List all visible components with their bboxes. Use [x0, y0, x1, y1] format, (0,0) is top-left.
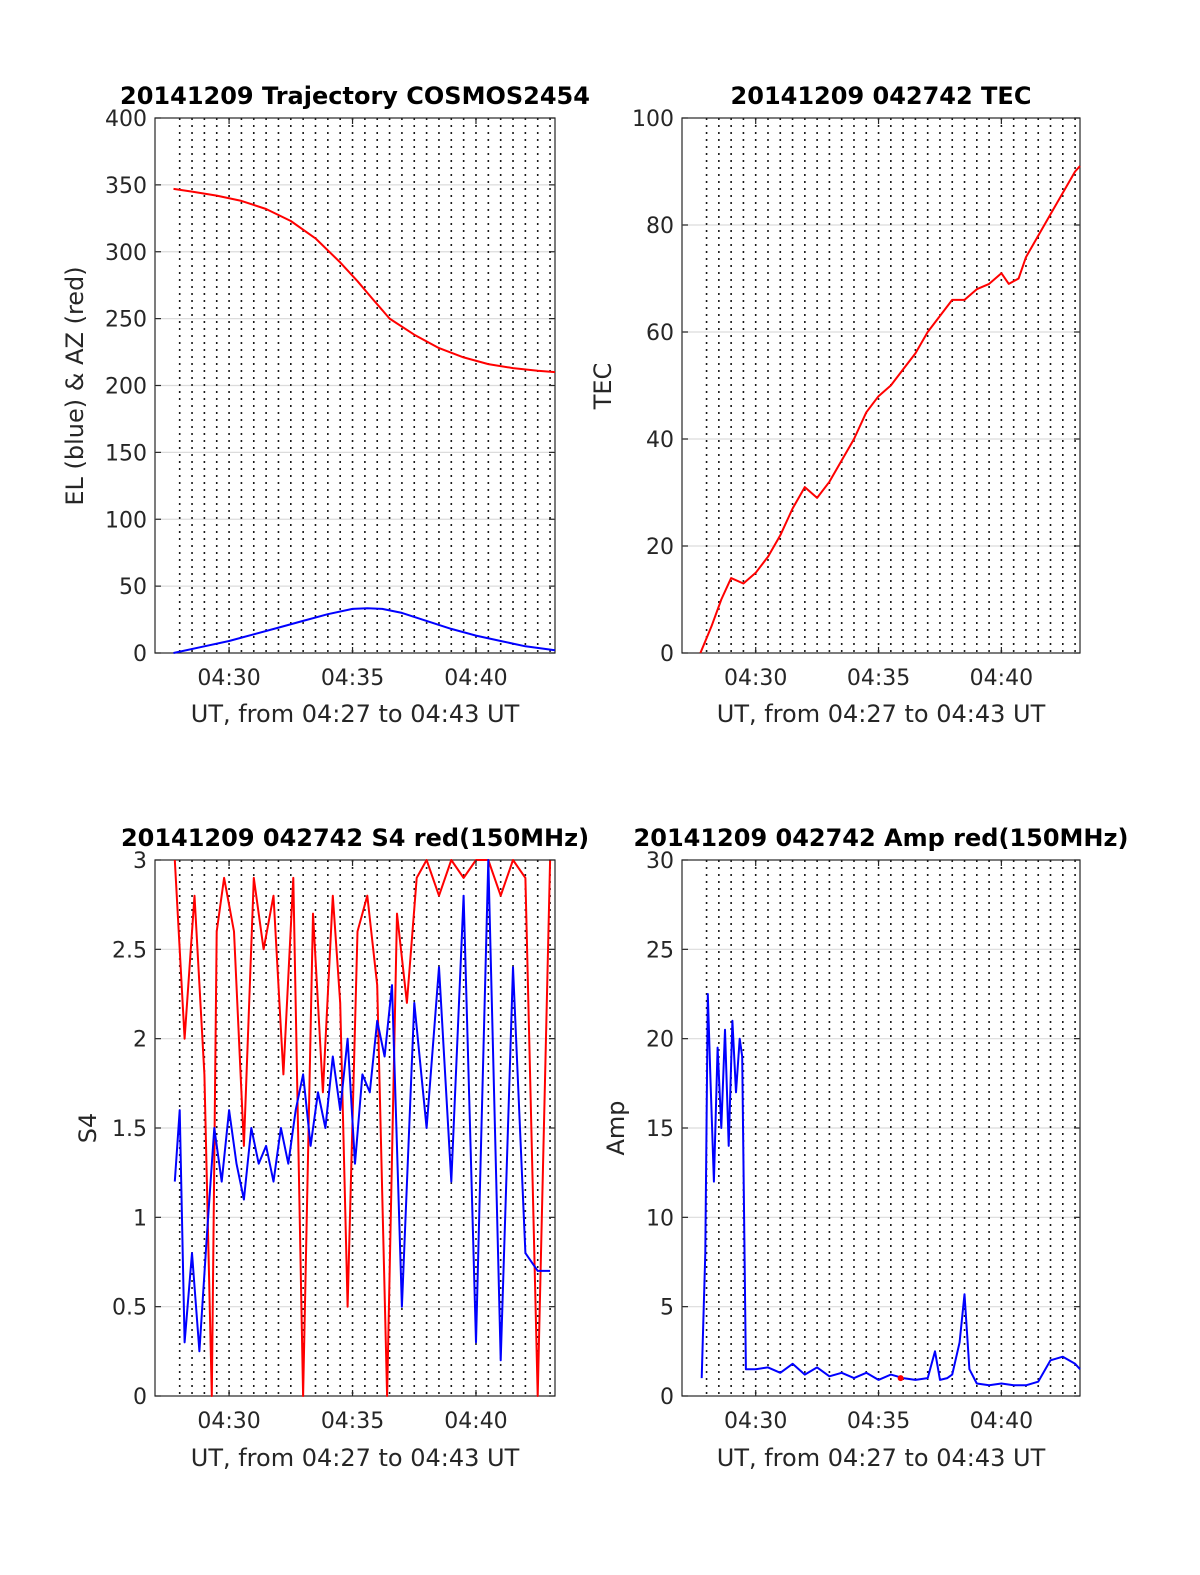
y-tick-label: 300: [105, 241, 147, 266]
y-tick-label: 0: [660, 1385, 674, 1410]
y-tick-label: 150: [105, 441, 147, 466]
chart-title-amp: 20141209 042742 Amp red(150MHz): [634, 824, 1129, 852]
y-tick-label: 350: [105, 174, 147, 199]
x-axis-label-amp: UT, from 04:27 to 04:43 UT: [717, 1444, 1046, 1472]
y-tick-label: 100: [632, 107, 674, 132]
y-axis-label-s4: S4: [74, 1113, 102, 1144]
y-tick-label: 15: [646, 1117, 674, 1142]
series-line-0: [699, 165, 1081, 654]
y-tick-label: 0: [133, 1385, 147, 1410]
series-line-0: [700, 993, 1081, 1387]
x-tick-label: 04:35: [321, 1409, 384, 1434]
y-tick-label: 100: [105, 508, 147, 533]
y-axis-label-trajectory: EL (blue) & AZ (red): [61, 266, 89, 505]
series-point: [897, 1375, 904, 1382]
chart-title-s4: 20141209 042742 S4 red(150MHz): [121, 824, 589, 852]
x-tick-label: 04:30: [724, 1409, 787, 1434]
y-tick-label: 0: [133, 642, 147, 667]
x-axis-label-s4: UT, from 04:27 to 04:43 UT: [191, 1444, 520, 1472]
x-tick-label: 04:30: [197, 666, 260, 691]
y-axis-label-amp: Amp: [602, 1100, 630, 1155]
chart-title-trajectory: 20141209 Trajectory COSMOS2454: [120, 82, 590, 110]
y-tick-label: 5: [660, 1296, 674, 1321]
y-tick-label: 80: [646, 214, 674, 239]
y-axis-label-tec: TEC: [589, 363, 617, 411]
y-tick-label: 200: [105, 375, 147, 400]
x-tick-label: 04:40: [970, 1409, 1033, 1434]
y-tick-label: 10: [646, 1206, 674, 1231]
y-tick-label: 250: [105, 308, 147, 333]
series-line-0: [173, 187, 556, 374]
x-axis-label-trajectory: UT, from 04:27 to 04:43 UT: [191, 700, 520, 728]
panel-amp: 20141209 042742 Amp red(150MHz) Amp UT, …: [602, 824, 1128, 1472]
x-tick-label: 04:40: [444, 1409, 507, 1434]
x-tick-label: 04:35: [847, 666, 910, 691]
y-tick-label: 0: [660, 642, 674, 667]
x-tick-label: 04:30: [197, 1409, 260, 1434]
y-tick-label: 20: [646, 1028, 674, 1053]
y-tick-label: 2: [133, 1028, 147, 1053]
chart-title-tec: 20141209 042742 TEC: [731, 82, 1032, 110]
plot-area: [681, 117, 1081, 654]
y-tick-label: 1: [133, 1206, 147, 1231]
y-tick-label: 40: [646, 428, 674, 453]
y-tick-label: 1.5: [112, 1117, 147, 1142]
series-line-0: [173, 859, 552, 1397]
panel-tec: 20141209 042742 TEC TEC UT, from 04:27 t…: [589, 82, 1081, 728]
y-tick-label: 60: [646, 321, 674, 346]
y-tick-label: 3: [133, 849, 147, 874]
y-tick-label: 2.5: [112, 938, 147, 963]
y-tick-label: 0.5: [112, 1296, 147, 1321]
x-tick-label: 04:35: [321, 666, 384, 691]
panel-s4: 20141209 042742 S4 red(150MHz) S4 UT, fr…: [74, 824, 589, 1472]
y-tick-label: 25: [646, 938, 674, 963]
series-line-1: [173, 607, 556, 654]
y-tick-label: 20: [646, 535, 674, 560]
x-tick-label: 04:40: [444, 666, 507, 691]
panel-trajectory: 20141209 Trajectory COSMOS2454 EL (blue)…: [61, 82, 590, 728]
x-axis-label-tec: UT, from 04:27 to 04:43 UT: [717, 700, 1046, 728]
x-tick-label: 04:35: [847, 1409, 910, 1434]
x-tick-label: 04:40: [970, 666, 1033, 691]
y-tick-label: 30: [646, 849, 674, 874]
y-tick-label: 50: [119, 575, 147, 600]
y-tick-label: 400: [105, 107, 147, 132]
series-line-1: [173, 859, 551, 1362]
x-tick-label: 04:30: [724, 666, 787, 691]
